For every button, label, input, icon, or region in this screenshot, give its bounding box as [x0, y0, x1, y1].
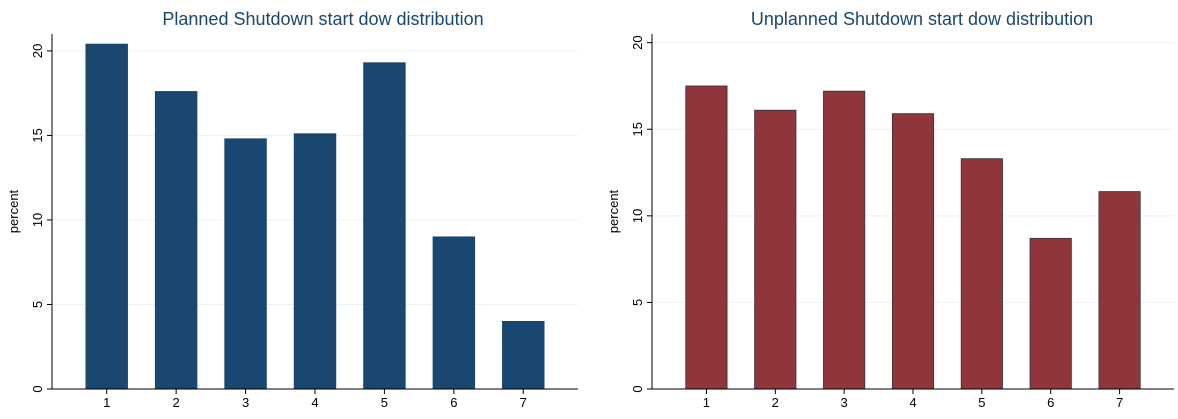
- bar: [754, 109, 797, 390]
- bar: [224, 138, 267, 390]
- x-tick-label: 6: [1047, 395, 1054, 410]
- chart-title: Planned Shutdown start dow distribution: [162, 9, 483, 29]
- bar: [1029, 237, 1072, 390]
- bar: [891, 113, 935, 390]
- bar: [685, 85, 728, 390]
- chart-title: Unplanned Shutdown start dow distributio…: [751, 9, 1093, 29]
- x-tick-label: 1: [103, 395, 110, 410]
- y-tick-label: 10: [30, 213, 45, 227]
- bar: [363, 62, 406, 390]
- bar: [1098, 191, 1141, 390]
- y-tick-label: 5: [630, 299, 645, 306]
- y-tick-label: 10: [630, 209, 645, 223]
- y-tick-label: 5: [30, 301, 45, 308]
- x-tick-label: 3: [242, 395, 249, 410]
- y-axis-label: percent: [606, 189, 621, 233]
- x-tick-label: 7: [520, 395, 527, 410]
- x-tick-label: 4: [311, 395, 318, 410]
- x-tick-label: 3: [841, 395, 848, 410]
- x-tick-label: 1: [703, 395, 710, 410]
- bar: [154, 91, 198, 390]
- y-tick-label: 0: [630, 385, 645, 392]
- bar: [502, 320, 545, 390]
- bar: [85, 43, 128, 390]
- x-tick-label: 5: [381, 395, 388, 410]
- x-tick-label: 6: [450, 395, 457, 410]
- x-tick-label: 7: [1116, 395, 1123, 410]
- x-tick-label: 5: [978, 395, 985, 410]
- x-tick-label: 2: [772, 395, 779, 410]
- chart-panel-2: Unplanned Shutdown start dow distributio…: [606, 9, 1174, 410]
- y-tick-label: 15: [30, 128, 45, 142]
- y-axis-label: percent: [6, 189, 21, 233]
- bar: [823, 90, 866, 390]
- bar: [960, 158, 1003, 390]
- y-tick-label: 0: [30, 385, 45, 392]
- y-tick-label: 20: [630, 35, 645, 49]
- x-tick-label: 4: [909, 395, 916, 410]
- bar: [293, 133, 337, 390]
- chart-panel-1: Planned Shutdown start dow distribution 0…: [6, 9, 578, 410]
- x-tick-label: 2: [173, 395, 180, 410]
- y-tick-label: 20: [30, 44, 45, 58]
- bar: [432, 236, 476, 390]
- y-tick-label: 15: [630, 122, 645, 136]
